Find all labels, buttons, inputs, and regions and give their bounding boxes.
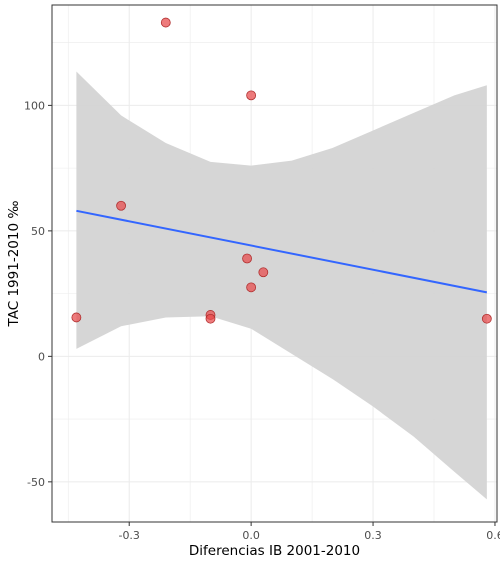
x-tick-label: 0.0 [242, 529, 260, 542]
y-axis-ticks: -50 0 50 100 [24, 99, 52, 489]
data-point [258, 267, 269, 278]
data-point [481, 313, 492, 324]
y-axis-title: TAC 1991-2010 ‰ [6, 201, 22, 328]
data-point [242, 253, 252, 264]
data-point [116, 200, 126, 211]
confidence-band [76, 71, 487, 500]
x-tick-label: -0.3 [118, 529, 139, 542]
data-points-layer [71, 17, 492, 324]
regression-line [76, 209, 488, 294]
data-point [205, 313, 216, 324]
data-point [160, 17, 171, 28]
data-point [246, 282, 257, 293]
data-point [71, 312, 82, 323]
panel-border [51, 4, 498, 523]
x-tick-label: 0.3 [364, 529, 382, 542]
y-tick-label: 0 [38, 350, 45, 363]
y-tick-label: 100 [24, 99, 45, 112]
x-axis-title: Diferencias IB 2001-2010 [189, 543, 360, 559]
y-tick-label: -50 [27, 476, 45, 489]
confidence-band-layer [76, 71, 487, 500]
data-point [246, 90, 257, 101]
y-tick-label: 50 [31, 225, 45, 238]
x-tick-label: 0.6 [486, 529, 500, 542]
regression-line-layer [76, 209, 488, 294]
x-axis-ticks: -0.3 0.0 0.3 0.6 [118, 522, 500, 542]
